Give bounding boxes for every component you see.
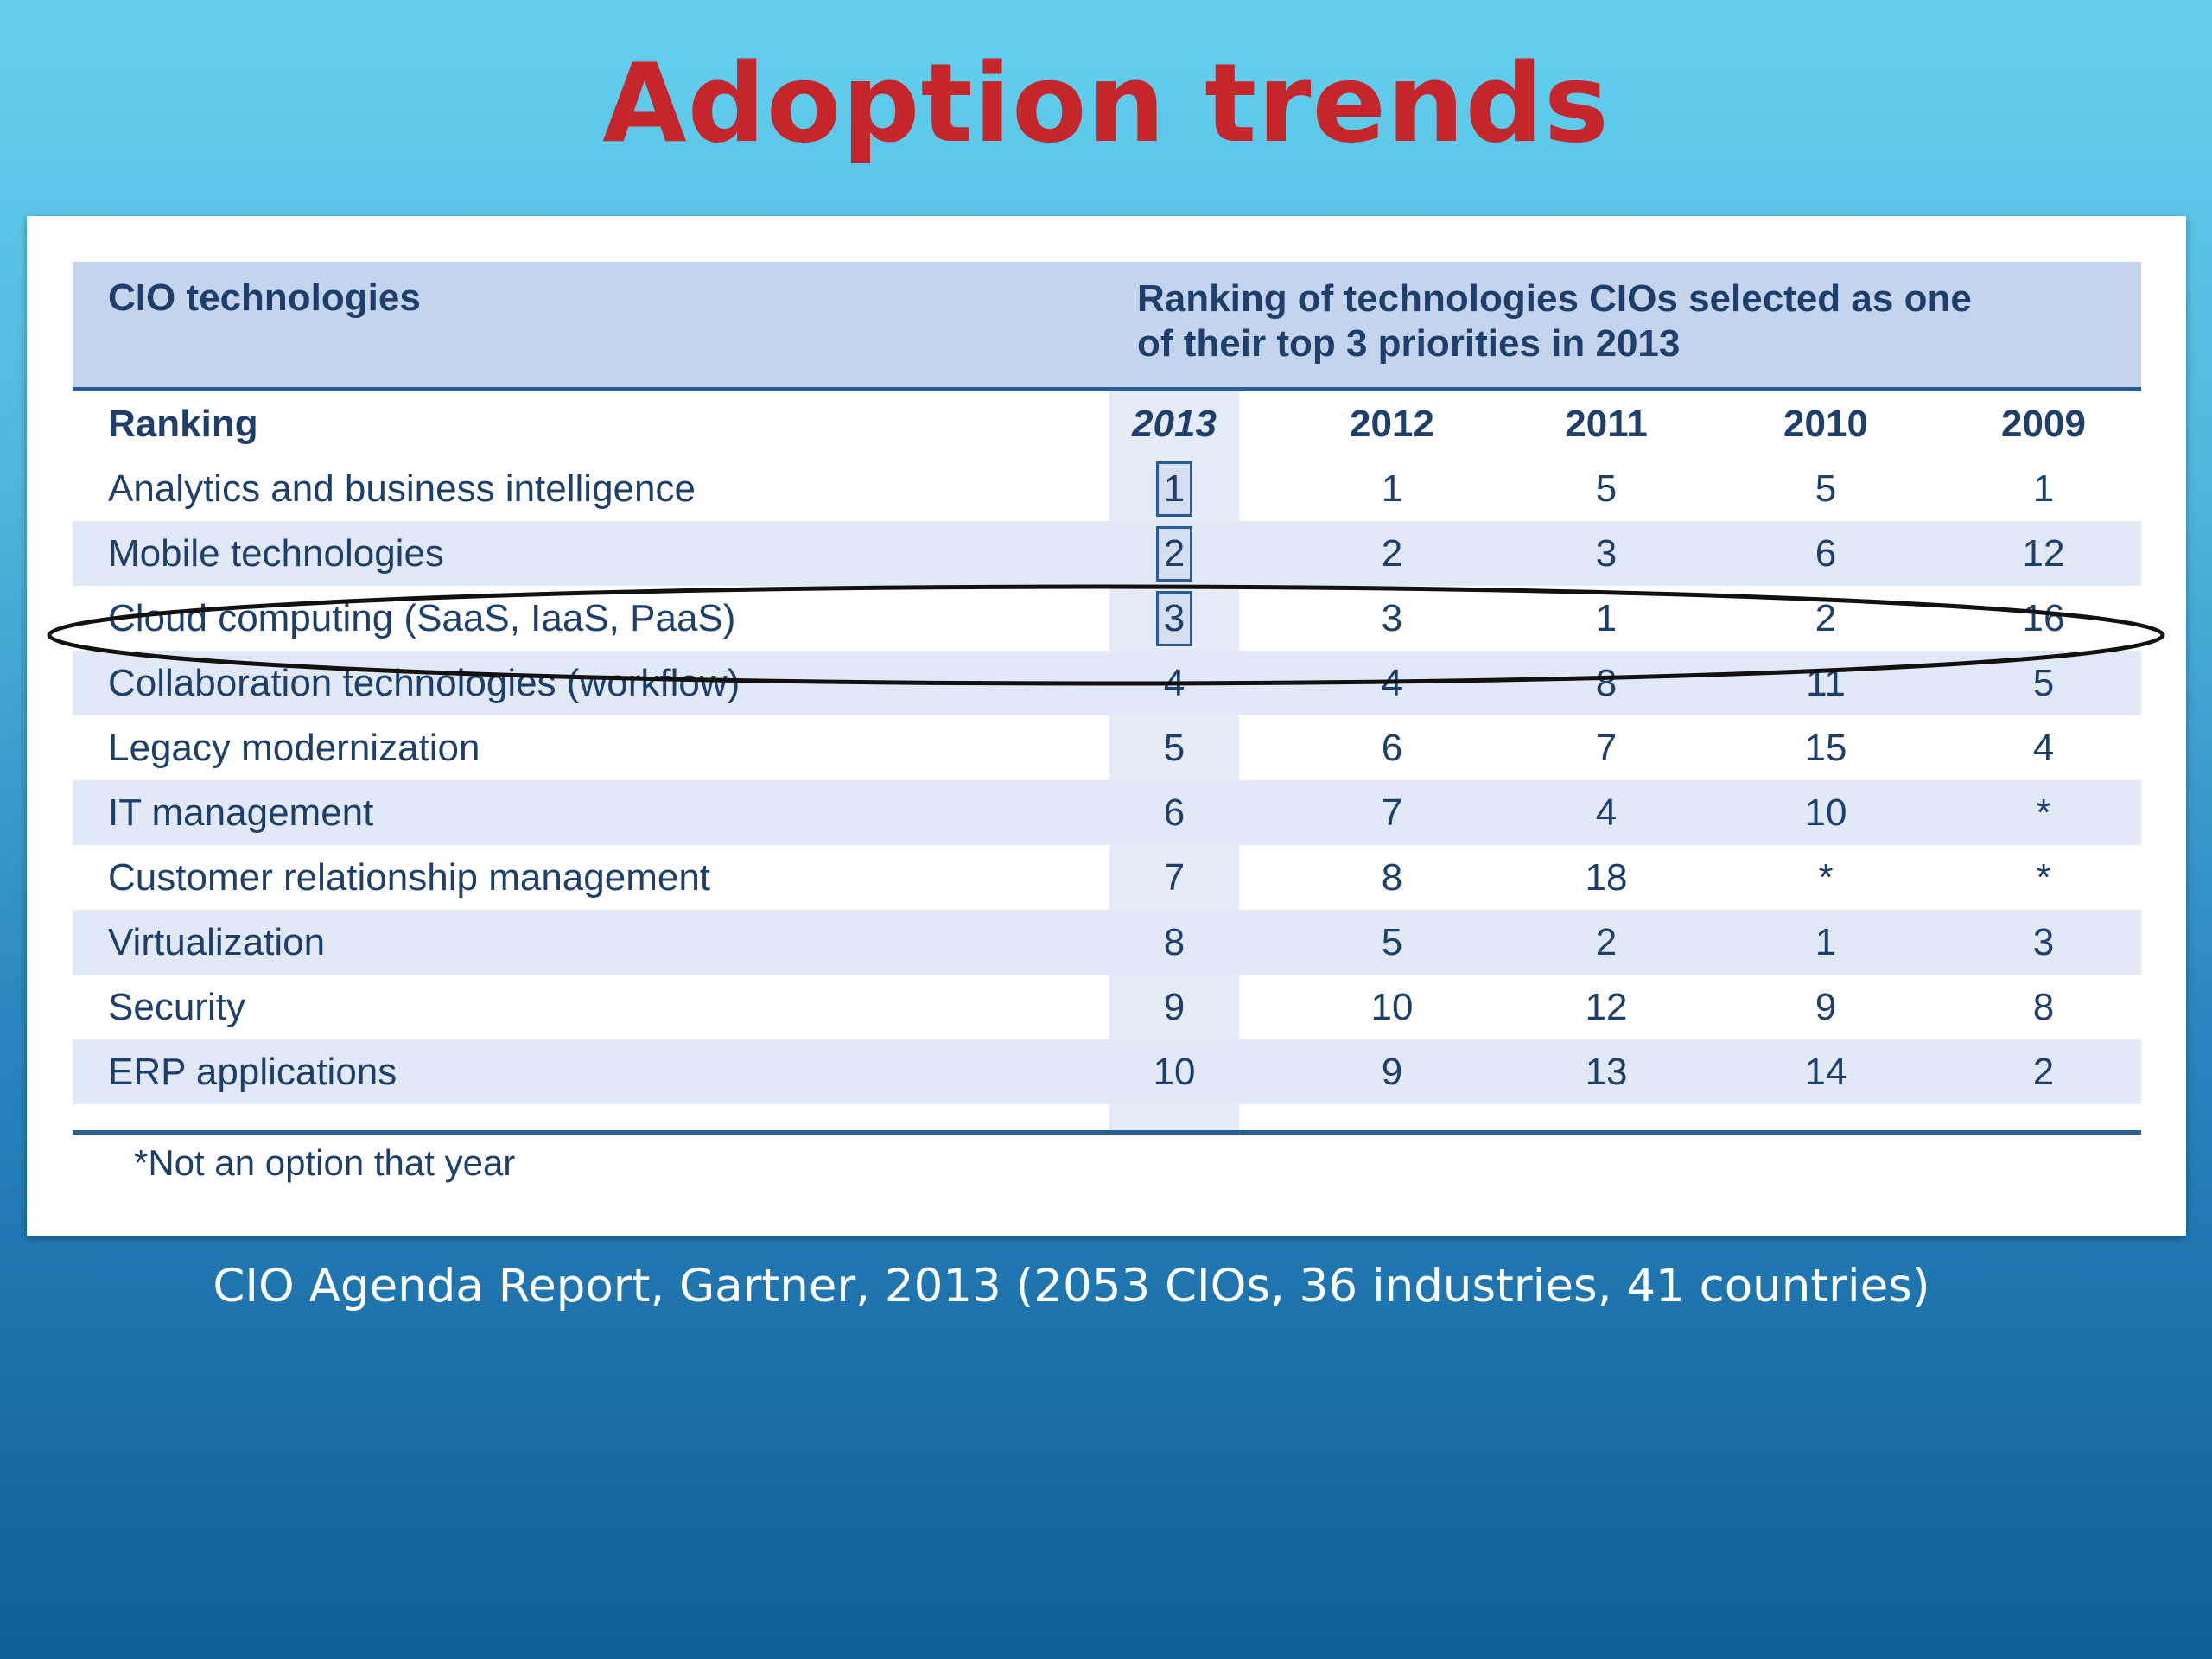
row-value: 5: [1381, 921, 1403, 963]
row-value: 10: [1370, 986, 1414, 1028]
table-row-highlighted: Cloud computing (SaaS, IaaS, PaaS) 3 3 1…: [73, 586, 2141, 651]
row-value: 6: [1381, 727, 1403, 769]
table-panel: CIO technologies Ranking of technologies…: [27, 216, 2186, 1236]
row-value: 12: [2022, 532, 2065, 575]
row-name: Collaboration technologies (workflow): [108, 662, 741, 704]
row-value: 9: [1163, 986, 1185, 1028]
year-header-row: Ranking 2013 2012 2011 2010 2009: [73, 391, 2141, 456]
row-value: 4: [2032, 727, 2055, 769]
row-value: 2: [1815, 597, 1837, 639]
row-value: 3: [1381, 597, 1403, 639]
table-footnote: *Not an option that year: [134, 1142, 516, 1183]
row-value: 18: [1585, 856, 1628, 899]
row-value: 14: [1804, 1051, 1847, 1093]
row-value: 8: [2032, 986, 2055, 1028]
row-value: 10: [1804, 791, 1847, 834]
header-description-line2: of their top 3 priorities in 2013: [1137, 322, 1681, 365]
table-body: Ranking 2013 2012 2011 2010 2009 Analyti…: [73, 391, 2141, 1135]
row-value: 7: [1381, 791, 1403, 834]
highlight-ellipse-stroke: [47, 584, 2165, 686]
row-name: Customer relationship management: [108, 856, 711, 899]
source-caption: CIO Agenda Report, Gartner, 2013 (2053 C…: [213, 1260, 1930, 1313]
year-2013: 2013: [1132, 403, 1217, 445]
rank-box: 2: [1155, 526, 1193, 582]
row-value: 1: [2032, 467, 2055, 510]
row-value: 6: [1815, 532, 1837, 575]
row-value: 10: [1153, 1051, 1196, 1093]
row-value: 1: [1815, 921, 1837, 963]
row-name: Mobile technologies: [108, 532, 444, 575]
row-name: ERP applications: [108, 1051, 397, 1093]
rank-box: 3: [1155, 591, 1193, 646]
row-name: Security: [108, 986, 245, 1028]
row-value: 8: [1381, 856, 1403, 899]
row-value: *: [1818, 856, 1834, 899]
row-value: 7: [1595, 727, 1618, 769]
row-name: Virtualization: [108, 921, 326, 963]
header-description-line1: Ranking of technologies CIOs selected as…: [1137, 277, 1972, 320]
row-value: 1: [1595, 597, 1618, 639]
row-value: 16: [2022, 597, 2065, 639]
year-2012: 2012: [1350, 403, 1434, 445]
row-value: 2: [1381, 532, 1403, 575]
rank-box: 1: [1155, 461, 1193, 517]
row-value: 3: [2032, 921, 2055, 963]
table-row: Analytics and business intelligence 1 1 …: [73, 456, 2141, 521]
row-value: 9: [1381, 1051, 1403, 1093]
table-row: Virtualization 8 5 2 1 3: [73, 910, 2141, 975]
highlight-ellipse: [47, 584, 2165, 686]
row-value: 2: [2032, 1051, 2055, 1093]
row-value: 5: [1815, 467, 1837, 510]
row-value: 15: [1804, 727, 1847, 769]
row-value: 3: [1595, 532, 1618, 575]
table-row: Customer relationship management 7 8 18 …: [73, 845, 2141, 910]
table-header: CIO technologies Ranking of technologies…: [73, 262, 2141, 391]
table-bottom-rule: [73, 1130, 2141, 1135]
row-value: *: [2036, 856, 2051, 899]
row-value: 2: [1595, 921, 1618, 963]
ranking-table: CIO technologies Ranking of technologies…: [73, 262, 2141, 1135]
row-value: 5: [1595, 467, 1618, 510]
row-name: Analytics and business intelligence: [108, 467, 696, 510]
slide-title: Adoption trends: [602, 40, 1610, 167]
table-row: Mobile technologies 2 2 3 6 12: [73, 521, 2141, 586]
row-value: 9: [1815, 986, 1837, 1028]
table-row: IT management 6 7 4 10 *: [73, 780, 2141, 845]
table-row: ERP applications 10 9 13 14 2: [73, 1039, 2141, 1104]
header-cio-technologies: CIO technologies: [108, 276, 421, 319]
table-row: Legacy modernization 5 6 7 15 4: [73, 715, 2141, 780]
row-value: 5: [2032, 662, 2055, 704]
row-value: 1: [1381, 467, 1403, 510]
row-value: 12: [1585, 986, 1628, 1028]
table-row: Security 9 10 12 9 8: [73, 975, 2141, 1039]
row-name: Legacy modernization: [108, 727, 480, 769]
row-name: IT management: [108, 791, 374, 834]
year-2011: 2011: [1565, 403, 1648, 445]
year-2009: 2009: [2001, 403, 2086, 445]
row-value: 4: [1595, 791, 1618, 834]
row-value: 8: [1595, 662, 1618, 704]
row-value: 6: [1163, 791, 1185, 834]
ranking-label: Ranking: [108, 403, 258, 445]
row-name: Cloud computing (SaaS, IaaS, PaaS): [108, 597, 736, 639]
row-value: 7: [1163, 856, 1185, 899]
year-2010: 2010: [1783, 403, 1868, 445]
row-value: 8: [1163, 921, 1185, 963]
row-value: 13: [1585, 1051, 1628, 1093]
header-ranking-description: Ranking of technologies CIOs selected as…: [1137, 276, 2105, 366]
row-value: 5: [1163, 727, 1185, 769]
row-value: *: [2036, 791, 2051, 834]
